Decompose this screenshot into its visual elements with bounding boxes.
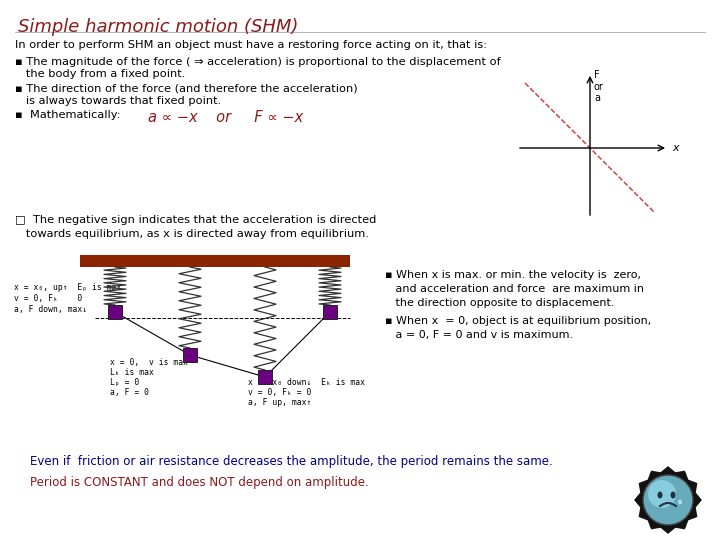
Text: Simple harmonic motion (SHM): Simple harmonic motion (SHM) xyxy=(18,18,298,36)
Bar xyxy=(108,305,122,319)
Text: ▪ When x  = 0, object is at equilibrium position,: ▪ When x = 0, object is at equilibrium p… xyxy=(385,316,652,326)
Text: Lₖ is max: Lₖ is max xyxy=(110,368,154,377)
Text: In order to perform SHM an object must have a restoring force acting on it, that: In order to perform SHM an object must h… xyxy=(15,40,487,50)
Text: towards equilibrium, as x is directed away from equilibrium.: towards equilibrium, as x is directed aw… xyxy=(15,229,369,239)
Text: is always towards that fixed point.: is always towards that fixed point. xyxy=(15,96,221,106)
Text: Period is CONSTANT and does NOT depend on amplitude.: Period is CONSTANT and does NOT depend o… xyxy=(30,476,369,489)
Polygon shape xyxy=(635,467,701,533)
Text: ▪ The direction of the force (and therefore the acceleration): ▪ The direction of the force (and theref… xyxy=(15,83,358,93)
Text: ▪ The magnitude of the force ( ⇒ acceleration) is proportional to the displaceme: ▪ The magnitude of the force ( ⇒ acceler… xyxy=(15,57,500,67)
Ellipse shape xyxy=(670,491,675,498)
Text: v = 0, Fₖ = 0: v = 0, Fₖ = 0 xyxy=(248,388,311,397)
Bar xyxy=(80,255,350,267)
Text: a, F down, max↓: a, F down, max↓ xyxy=(14,305,87,314)
Text: F
or
a: F or a xyxy=(594,70,604,103)
Text: a, F = 0: a, F = 0 xyxy=(110,388,149,397)
Bar xyxy=(323,305,337,319)
Text: □  The negative sign indicates that the acceleration is directed: □ The negative sign indicates that the a… xyxy=(15,215,377,225)
Text: ▪ When x is max. or min. the velocity is  zero,: ▪ When x is max. or min. the velocity is… xyxy=(385,270,641,280)
Text: x = -x₀ down↓  Eₖ is max: x = -x₀ down↓ Eₖ is max xyxy=(248,378,365,387)
Text: x = x₀, up↑  Eₚ is max: x = x₀, up↑ Eₚ is max xyxy=(14,283,121,292)
Text: the direction opposite to displacement.: the direction opposite to displacement. xyxy=(385,298,614,308)
Text: a = 0, F = 0 and v is maximum.: a = 0, F = 0 and v is maximum. xyxy=(385,330,573,340)
Text: a ∝ −x    or     F ∝ −x: a ∝ −x or F ∝ −x xyxy=(148,110,303,125)
Text: Lₚ = 0: Lₚ = 0 xyxy=(110,378,139,387)
Text: v = 0, Fₖ    0: v = 0, Fₖ 0 xyxy=(14,294,82,303)
Bar xyxy=(258,370,272,384)
Ellipse shape xyxy=(678,500,682,504)
Text: x = 0,  v is max: x = 0, v is max xyxy=(110,358,188,367)
Text: a, F up, max↑: a, F up, max↑ xyxy=(248,398,311,407)
Circle shape xyxy=(648,480,676,508)
Text: Even if  friction or air resistance decreases the amplitude, the period remains : Even if friction or air resistance decre… xyxy=(30,455,553,468)
Bar xyxy=(183,348,197,362)
Circle shape xyxy=(643,475,693,525)
Ellipse shape xyxy=(657,491,662,498)
Text: x: x xyxy=(672,143,679,153)
Text: the body from a fixed point.: the body from a fixed point. xyxy=(15,70,185,79)
Text: and acceleration and force  are maximum in: and acceleration and force are maximum i… xyxy=(385,284,644,294)
Text: ▪  Mathematically:: ▪ Mathematically: xyxy=(15,110,120,120)
